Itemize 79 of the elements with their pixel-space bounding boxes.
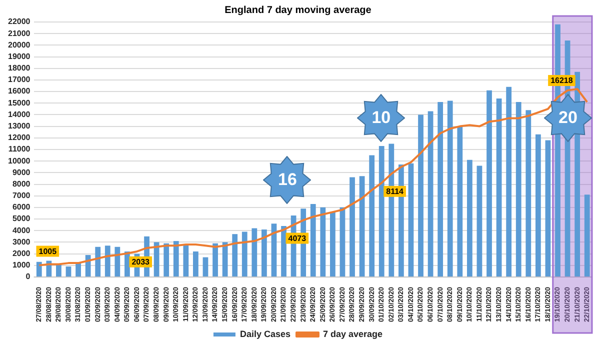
y-tick-label: 22000	[8, 17, 31, 26]
bar	[262, 229, 267, 276]
bar	[476, 166, 482, 276]
bar	[104, 246, 110, 276]
bar	[486, 90, 492, 276]
y-tick-label: 7000	[12, 191, 31, 200]
data-label: 8114	[386, 187, 404, 196]
y-tick-label: 18000	[8, 64, 31, 73]
y-tick-label: 4000	[12, 226, 31, 235]
bar	[516, 102, 522, 276]
bar	[378, 146, 384, 276]
legend-label: 7 day average	[322, 328, 383, 339]
y-tick-label: 14000	[8, 110, 31, 119]
y-tick-label: 9000	[12, 168, 31, 177]
y-tick-label: 12000	[8, 133, 31, 142]
y-tick-label: 21000	[8, 28, 31, 38]
y-tick-label: 10000	[8, 156, 31, 166]
bar	[271, 224, 277, 276]
y-tick-label: 5000	[12, 214, 31, 224]
y-tick-label: 17000	[8, 75, 31, 84]
bar	[281, 226, 286, 276]
y-tick-label: 13000	[8, 122, 31, 131]
chart-title: England 7 day moving average	[224, 4, 372, 16]
bar	[173, 241, 179, 276]
y-tick-label: 16000	[8, 86, 31, 96]
bar	[56, 264, 62, 276]
data-label: 2033	[132, 258, 150, 267]
bar	[154, 242, 160, 276]
bar	[36, 262, 42, 276]
bar	[545, 140, 551, 276]
bar	[330, 212, 336, 276]
y-tick-label: 3000	[12, 237, 31, 246]
bar	[457, 126, 463, 276]
y-tick-label: 1000	[12, 260, 31, 270]
bar	[66, 266, 72, 276]
bar	[428, 111, 434, 276]
bar	[535, 134, 541, 276]
bar	[447, 100, 453, 276]
legend-label: Daily Cases	[240, 328, 291, 339]
bar	[85, 254, 91, 276]
bar	[252, 228, 258, 276]
bar	[202, 257, 208, 276]
bar	[232, 234, 238, 276]
bar	[95, 246, 101, 276]
data-label: 1005	[38, 246, 58, 256]
bar	[114, 246, 120, 276]
y-tick-label: 20000	[8, 40, 31, 50]
y-tick-label: 15000	[8, 98, 31, 108]
bar	[369, 155, 375, 276]
y-tick-label: 11000	[8, 144, 31, 154]
data-label: 16218	[550, 76, 574, 86]
star-icon: 20	[544, 94, 592, 142]
bar	[242, 232, 248, 276]
bar	[466, 160, 472, 276]
bar	[310, 204, 316, 276]
star-icon: 16	[263, 156, 312, 204]
bar	[584, 194, 590, 276]
bar	[320, 207, 326, 276]
y-tick-label: 2000	[12, 248, 31, 258]
star-icon: 10	[357, 94, 406, 142]
bar	[350, 177, 355, 276]
bar	[408, 163, 414, 276]
bar	[496, 98, 502, 276]
y-tick-label: 19000	[8, 52, 31, 61]
bar	[526, 110, 532, 276]
bar	[164, 243, 170, 276]
bar	[193, 251, 198, 276]
y-tick-label: 6000	[12, 202, 31, 212]
bar	[340, 207, 346, 276]
bar	[76, 263, 81, 276]
y-tick-label: 0	[26, 272, 31, 282]
bar	[183, 244, 189, 276]
bar	[359, 176, 365, 276]
y-tick-label: 8000	[12, 179, 31, 188]
data-label: 4073	[288, 234, 307, 243]
bar	[506, 86, 512, 276]
bar	[418, 114, 424, 276]
bar	[438, 102, 444, 276]
bar	[212, 243, 218, 276]
